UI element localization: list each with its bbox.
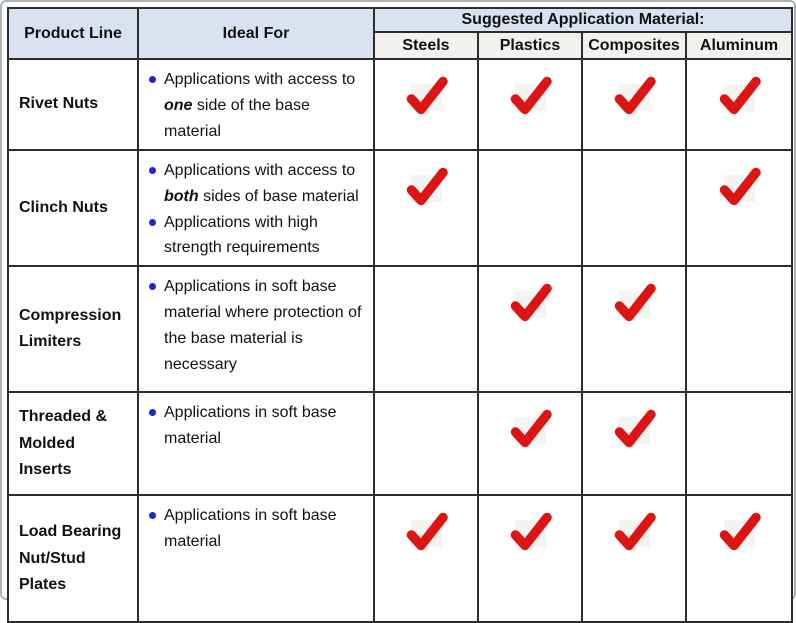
application-material-table: Product Line Ideal For Suggested Applica… [7,7,793,623]
checkmark-icon [719,513,761,551]
check-cell-checked [685,494,793,623]
table-header: Product Line Ideal For Suggested Applica… [7,7,793,60]
header-ideal-for: Ideal For [137,7,375,60]
bullet-list: Applications with access to both sides o… [149,158,367,262]
checkmark-icon [614,410,656,448]
checkmark-icon [510,410,552,448]
header-aluminum: Aluminum [685,31,793,60]
checkmark-icon [406,513,448,551]
bullet-dot-icon [149,512,156,520]
bullet-item: Applications with access to both sides o… [149,158,367,210]
table-row: Compression Limiters Applications in soft… [7,265,793,394]
product-line-cell: Threaded & Molded Inserts [7,391,139,497]
checkmark-icon [614,76,656,115]
check-cell-empty [685,391,793,497]
bullet-dot-icon [149,218,156,226]
bullet-item: Applications with access to one side of … [149,67,367,145]
header-plastics: Plastics [477,31,583,60]
product-line-cell: Clinch Nuts [7,148,139,268]
check-cell-checked [373,58,479,151]
product-line-cell: Compression Limiters [7,265,139,394]
check-cell-checked [477,494,583,623]
header-row-materials: Steels Plastics Composites Aluminum [8,31,793,60]
table-row: Clinch Nuts Applications with access to b… [7,148,793,268]
bullet-dot-icon [149,166,156,174]
check-cell-empty [581,148,687,268]
check-cell-empty [685,265,793,394]
ideal-for-cell: Applications in soft base material [137,494,375,623]
header-row-top: Product Line Ideal For Suggested Applica… [7,7,793,60]
bullet-text: Applications in soft base material [164,404,337,448]
header-steels: Steels [373,31,479,60]
check-cell-checked [685,148,793,268]
check-cell-empty [373,391,479,497]
bullet-text: Applications with access to both sides o… [164,161,359,205]
checkmark-icon [614,284,656,322]
bullet-list: Applications in soft base material where… [149,274,367,378]
bullet-dot-icon [149,409,156,417]
bullet-item: Applications in soft base material where… [149,274,367,378]
bullet-list: Applications with access to one side of … [149,67,367,145]
check-cell-checked [581,58,687,151]
table-row: Load Bearing Nut/Stud Plates Applications… [7,494,793,623]
checkmark-icon [406,167,448,205]
bullet-item: Applications with high strength requirem… [149,210,367,262]
bullet-text: Applications in soft base material where… [164,278,362,374]
ideal-for-cell: Applications with access to both sides o… [137,148,375,268]
ideal-for-cell: Applications in soft base material where… [137,265,375,394]
check-cell-checked [477,391,583,497]
check-cell-checked [477,58,583,151]
check-cell-checked [581,265,687,394]
table-body: Rivet Nuts Applications with access to on… [7,58,793,623]
check-cell-empty [477,148,583,268]
checkmark-icon [719,76,761,115]
bullet-text: Applications in soft base material [164,507,337,551]
bullet-dot-icon [149,283,156,291]
checkmark-icon [510,513,552,551]
bullet-item: Applications in soft base material [149,503,367,555]
check-cell-checked [373,494,479,623]
bullet-list: Applications in soft base material [149,503,367,555]
check-cell-checked [581,391,687,497]
bullet-list: Applications in soft base material [149,400,367,452]
check-cell-checked [685,58,793,151]
bullet-text: Applications with access to one side of … [164,71,356,140]
table-row: Rivet Nuts Applications with access to on… [7,58,793,151]
bullet-text: Applications with high strength requirem… [164,213,320,257]
product-line-cell: Rivet Nuts [7,58,139,151]
check-cell-empty [373,265,479,394]
ideal-for-cell: Applications with access to one side of … [137,58,375,151]
table-row: Threaded & Molded Inserts Applications in… [7,391,793,497]
checkmark-icon [614,513,656,551]
checkmark-icon [510,76,552,115]
bullet-item: Applications in soft base material [149,400,367,452]
header-composites: Composites [581,31,687,60]
checkmark-icon [406,76,448,115]
check-cell-checked [373,148,479,268]
header-materials-group: Suggested Application Material: [373,7,793,33]
check-cell-checked [477,265,583,394]
check-cell-checked [581,494,687,623]
bullet-dot-icon [149,76,156,83]
header-product-line: Product Line [7,7,139,60]
checkmark-icon [510,284,552,322]
ideal-for-cell: Applications in soft base material [137,391,375,497]
product-line-cell: Load Bearing Nut/Stud Plates [7,494,139,623]
checkmark-icon [719,167,761,205]
